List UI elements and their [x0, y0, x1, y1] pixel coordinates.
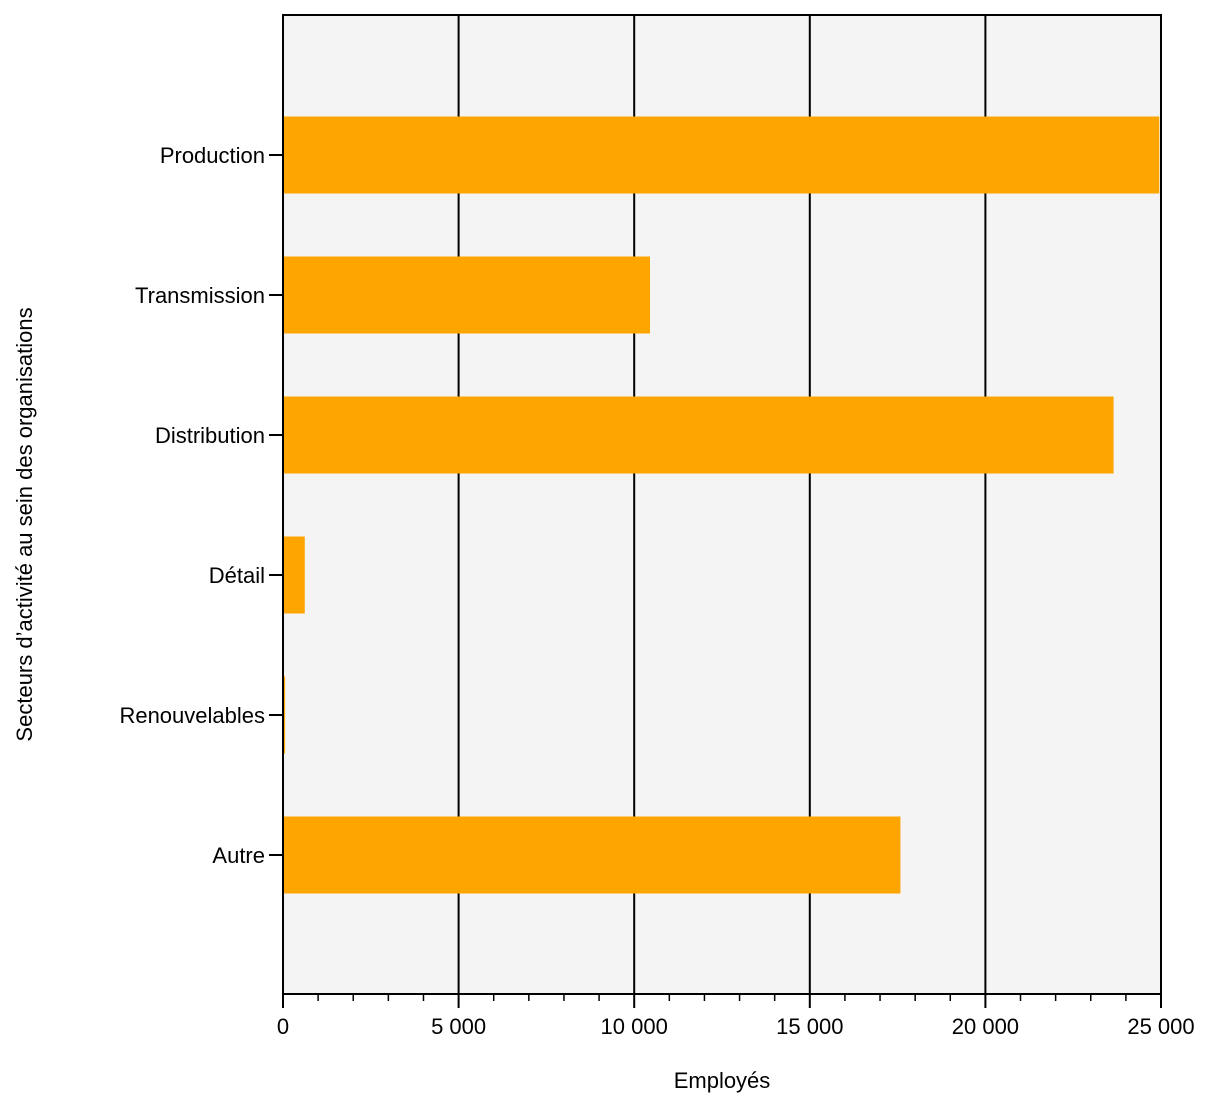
bar [283, 116, 1160, 194]
bar [283, 256, 651, 334]
x-tick-label: 20 000 [952, 1014, 1019, 1039]
bar [283, 816, 901, 894]
plot-frame [282, 14, 1162, 995]
x-tick-label: 5 000 [431, 1014, 486, 1039]
y-tick-label: Transmission [135, 283, 265, 308]
y-tick-label: Autre [212, 843, 265, 868]
bar [283, 396, 1114, 474]
x-tick-label: 15 000 [776, 1014, 843, 1039]
x-tick-label: 0 [277, 1014, 289, 1039]
bars [283, 116, 1160, 894]
y-tick-label: Renouvelables [119, 703, 265, 728]
bar [283, 536, 305, 614]
y-axis: Production Transmission Distribution Détail… [119, 143, 283, 868]
x-tick-label: 10 000 [601, 1014, 668, 1039]
y-tick-label: Production [160, 143, 265, 168]
y-tick-label: Distribution [155, 423, 265, 448]
x-tick-label: 25 000 [1127, 1014, 1194, 1039]
bar [283, 676, 286, 754]
y-axis-title: Secteurs d’activité au sein des organisa… [12, 307, 37, 741]
x-axis: 0 5 000 10 000 15 000 20 000 25 000 [277, 994, 1195, 1039]
y-tick-label: Détail [209, 563, 265, 588]
x-axis-title: Employés [674, 1068, 771, 1093]
